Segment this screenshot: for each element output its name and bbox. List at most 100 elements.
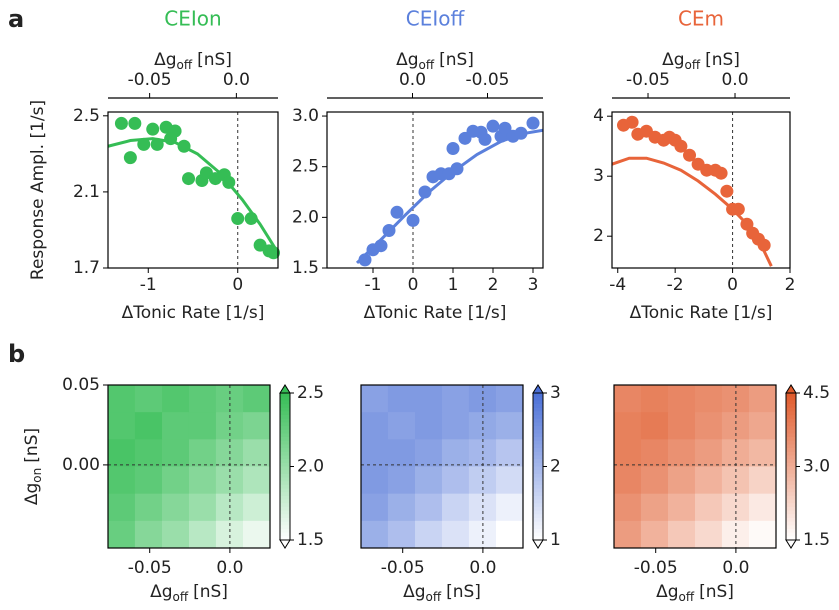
heatmap-cell (415, 385, 443, 413)
heatmap-cell (694, 439, 723, 467)
data-point (150, 137, 164, 151)
label-unit: [nS] (439, 50, 474, 70)
colorbar-segment (280, 393, 290, 398)
data-point (382, 224, 396, 238)
data-point (526, 116, 540, 130)
heatmap-cell (188, 412, 217, 440)
x-axis-label: ΔTonic Rate [1/s] (122, 303, 265, 323)
heatmap-cell (613, 412, 642, 440)
colorbar-segment (280, 429, 290, 434)
colorbar-segment (786, 521, 796, 526)
heatmap-cell (134, 520, 163, 549)
colorbar-segment (786, 393, 796, 398)
data-point (164, 132, 178, 146)
colorbar-segment (533, 411, 543, 416)
x-tick-label: 1 (448, 275, 459, 295)
colorbar-segment (533, 488, 543, 493)
colorbar-segment (533, 404, 543, 409)
axis-label: Δgoff [nS] (150, 582, 228, 604)
colorbar-segment (533, 499, 543, 504)
data-point (674, 139, 688, 153)
axis-label: Δgoff [nS] (396, 50, 474, 72)
heatmap-cell (162, 520, 190, 549)
y-tick-label: 2 (593, 226, 604, 246)
x2-tick-label: 0.0 (399, 70, 426, 90)
chart-title: CEIon (164, 7, 221, 31)
heatmap-cell (188, 520, 217, 549)
heatmap-cell (387, 493, 416, 522)
heatmap-cell (613, 520, 642, 549)
data-point (267, 246, 281, 260)
x-tick-label: 0 (727, 275, 738, 295)
colorbar-segment (280, 532, 290, 537)
label-subscript: off (418, 58, 434, 72)
heatmap-cell (640, 466, 669, 495)
colorbar-tick-label: 1.5 (297, 530, 324, 550)
colorbar-segment (533, 418, 543, 423)
colorbar-segment (786, 532, 796, 537)
colorbar-segment (786, 517, 796, 523)
heatmap-cell (360, 439, 389, 467)
label-subscript: off (172, 590, 188, 604)
x2-tick-label: -0.05 (466, 70, 510, 90)
heatmap-cell (694, 520, 723, 549)
colorbar-segment (533, 396, 543, 401)
colorbar-segment (280, 451, 290, 456)
colorbar-segment (280, 407, 290, 412)
heatmap-cell (243, 439, 271, 467)
heatmap-cell (387, 412, 416, 440)
y-tick-label: 0.00 (62, 455, 100, 475)
colorbar-segment (533, 470, 543, 475)
label-unit: [nS] (705, 50, 740, 70)
data-point (358, 253, 372, 267)
colorbar-segment (786, 415, 796, 420)
x2-tick-label: -0.05 (626, 70, 670, 90)
colorbar-segment (533, 492, 543, 497)
x2-tick-label: 0.0 (223, 70, 250, 90)
heatmap-cell (441, 466, 470, 495)
label-subscript: off (684, 58, 700, 72)
colorbar-segment (533, 459, 543, 464)
heatmap-cell (107, 466, 136, 495)
colorbar-segment (280, 455, 290, 460)
colorbar-segment (533, 481, 543, 486)
heatmap-cell (640, 412, 669, 440)
label-unit: [nS] (193, 582, 228, 602)
colorbar-extend (279, 384, 291, 394)
heatmap-cell (640, 493, 669, 522)
heatmap-cell (749, 385, 777, 413)
colorbar-segment (533, 506, 543, 512)
x-tick-label: 3 (528, 275, 539, 295)
colorbar-segment (280, 422, 290, 427)
heatmap-cell (415, 439, 443, 467)
colorbar-segment (786, 525, 796, 530)
colorbar-segment (786, 459, 796, 464)
colorbar-segment (533, 393, 543, 398)
colorbar-segment (786, 481, 796, 486)
colorbar-segment (280, 477, 290, 482)
heatmap-cell (415, 412, 443, 440)
data-point (123, 151, 137, 165)
label-text: Δg (396, 50, 418, 70)
heatmap-cell (613, 493, 642, 522)
colorbar-tick-label: 3 (550, 383, 561, 403)
heatmap-cell (496, 412, 524, 440)
x-axis-label: ΔTonic Rate [1/s] (630, 303, 773, 323)
heatmap-cell (188, 439, 217, 467)
heatmap-cell (668, 385, 696, 413)
x-tick-label: -1 (140, 275, 157, 295)
axis-label: Δgoff [nS] (662, 50, 740, 72)
colorbar-segment (280, 466, 290, 471)
colorbar-tick-label: 2.5 (297, 383, 324, 403)
heatmap-cell (107, 493, 136, 522)
colorbar-segment (280, 521, 290, 526)
heatmap-cell (749, 412, 777, 440)
y-tick-label: 3 (593, 166, 604, 186)
heatmap-cell (243, 385, 271, 413)
axis-label: Δgoff [nS] (656, 582, 734, 604)
colorbar-segment (280, 506, 290, 512)
colorbar-segment (280, 481, 290, 486)
colorbar-segment (786, 536, 796, 541)
data-point (177, 139, 191, 153)
colorbar-segment (533, 437, 543, 442)
